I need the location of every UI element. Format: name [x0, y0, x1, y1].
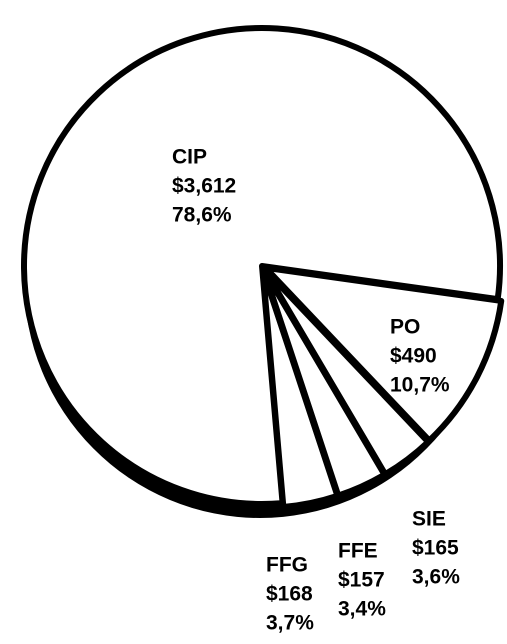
slice-amount: $490	[390, 345, 437, 368]
slice-percent: 3,7%	[266, 612, 314, 635]
pie-slice	[262, 264, 505, 444]
slice-name: FFE	[338, 540, 378, 563]
slice-amount: $157	[338, 569, 385, 592]
slice-percent: 3,6%	[412, 566, 460, 589]
slice-name: FFG	[266, 554, 308, 577]
slice-name: PO	[390, 316, 420, 339]
slice-amount: $168	[266, 583, 313, 606]
slice-name: CIP	[172, 146, 207, 169]
slice-percent: 78,6%	[172, 204, 232, 227]
pie-slice	[21, 25, 503, 507]
slice-amount: $3,612	[172, 175, 236, 198]
slice-percent: 10,7%	[390, 374, 450, 397]
slice-percent: 3,4%	[338, 598, 386, 621]
slice-amount: $165	[412, 537, 459, 560]
pie-slice	[259, 266, 341, 511]
slice-name: SIE	[412, 508, 446, 531]
